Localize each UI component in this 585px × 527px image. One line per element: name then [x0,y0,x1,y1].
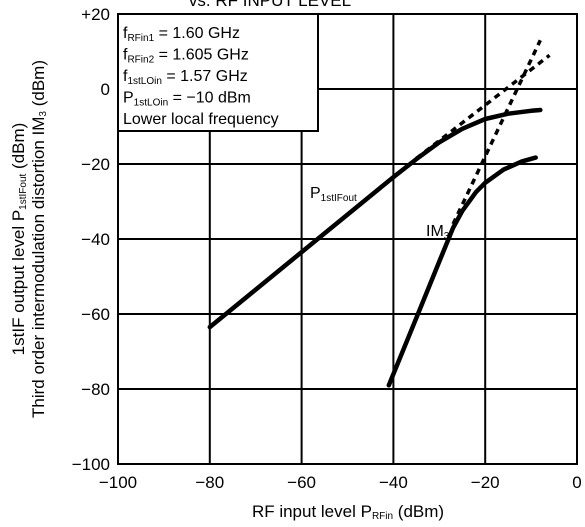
condition-line: fRFin1 = 1.60 GHz [123,25,240,44]
series-label-p1stifout: P1stIFout [310,185,357,204]
x-tick-label: 0 [572,473,581,492]
x-tick-label: −40 [379,473,408,492]
condition-symbol: f [123,25,128,42]
series-label-main: P [310,185,321,202]
y-tick-label: −60 [81,305,110,324]
condition-value: = 1.57 GHz [162,68,248,85]
series-label-sub: 1stIFout [321,193,357,204]
condition-subscript: RFin2 [127,55,154,66]
y-tick-label: 0 [101,80,110,99]
y-axis-title-line1: 1stIF output level P1stIFout (dBm) [9,123,29,356]
condition-line: fRFin2 = 1.605 GHz [123,47,249,66]
condition-value: = 1.605 GHz [154,47,249,64]
x-axis-title-main: RF input level P [252,502,372,521]
x-ticks: −100 −80 −60 −40 −20 0 [99,473,582,492]
condition-subscript: 1stLOin [127,76,161,87]
series-label-sub: 3 [444,231,450,242]
condition-symbol: P [123,90,134,107]
series-line-im3-extrapolation [451,39,542,225]
condition-line: Lower local frequency [123,111,279,128]
y-tick-label: −80 [81,380,110,399]
condition-symbol: f [123,47,128,64]
y-tick-label: −20 [81,155,110,174]
series-label-main: IM [426,223,444,240]
y-axis-title-line2-main: Third order intermodulation distortion I… [29,117,48,418]
series-line-p1stifout-extrapolation [415,53,551,160]
condition-symbol: Lower local frequency [123,111,279,128]
y-tick-label: −40 [81,230,110,249]
x-tick-label: −80 [195,473,224,492]
series-labels: P1stIFout IM3 [310,185,450,242]
y-axis-title-line2-sub: 3 [38,111,49,117]
condition-line: f1stLOin = 1.57 GHz [123,68,248,87]
condition-line: P1stLOin = −10 dBm [123,90,251,109]
x-axis-title-sub: RFin [372,511,393,522]
conditions-box-frame [117,13,319,132]
y-tick-label: +20 [81,5,110,24]
condition-subscript: 1stLOin [134,98,168,109]
y-ticks: +20 0 −20 −40 −60 −80 −100 [72,5,110,474]
x-axis-title-unit: (dBm) [393,502,444,521]
condition-subscript: RFin1 [127,33,154,44]
y-axis-title-line1-main: 1stIF output level P [9,210,28,356]
condition-value: = −10 dBm [168,90,251,107]
x-tick-label: −20 [471,473,500,492]
y-tick-label: −100 [72,455,110,474]
series-line-im3 [386,155,538,388]
y-axis-title-line2: Third order intermodulation distortion I… [29,60,49,418]
condition-value: = 1.60 GHz [154,25,240,42]
series-lines [207,39,551,388]
x-tick-label: −60 [287,473,316,492]
x-tick-label: −100 [99,473,137,492]
chart-title: vs. RF INPUT LEVEL [189,0,351,10]
x-axis-title: RF input level PRFin (dBm) [252,502,444,522]
y-axis-title-line1-sub: 1stIFout [18,173,29,209]
series-label-im3: IM3 [426,223,450,242]
y-axis-title-line2-unit: (dBm) [29,60,48,111]
y-axis-title-line1-unit: (dBm) [9,123,28,174]
condition-symbol: f [123,68,128,85]
